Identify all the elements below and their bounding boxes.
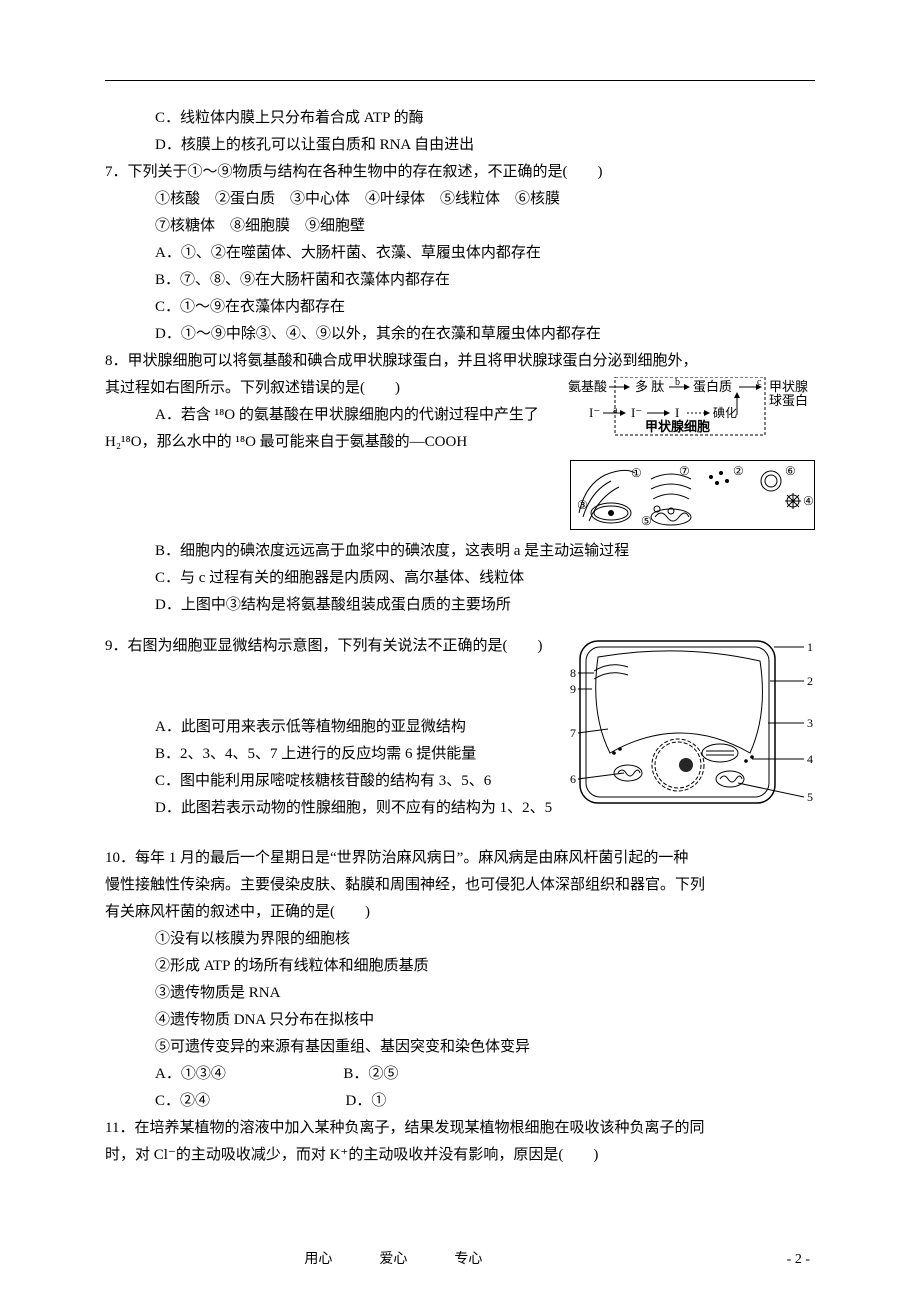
cell-lbl-5: 5 <box>807 790 813 804</box>
organelle-svg: ① ⑦ ② ⑥ ④ <box>571 461 814 529</box>
flow-node-iodize: 碘化 <box>713 406 737 420</box>
cell-lbl-6: 6 <box>570 772 576 786</box>
org-label-4: ④ <box>803 494 814 508</box>
q8-optB: B．细胞内的碘浓度远远高于血浆中的碘浓度，这表明 a 是主动运输过程 <box>155 538 815 565</box>
footer-a: 用心 <box>304 1252 332 1267</box>
flow-node-peptide: 多 肽 <box>635 379 664 394</box>
q10-optB: B．②⑤ <box>343 1066 398 1082</box>
org-label-3: ③ <box>577 498 588 512</box>
cell-lbl-2: 2 <box>807 674 813 688</box>
footer-c: 专心 <box>454 1252 482 1267</box>
page-footer: 用心 爱心 专心 - 2 - <box>0 1247 920 1272</box>
cell-lbl-1: 1 <box>807 640 813 654</box>
q7-list2: ⑦核糖体 ⑧细胞膜 ⑨细胞壁 <box>155 213 815 240</box>
q7-optB: B．⑦、⑧、⑨在大肠杆菌和衣藻体内都存在 <box>155 267 815 294</box>
q10-s1: ①没有以核膜为界限的细胞核 <box>155 926 815 953</box>
q11-stem1: 11．在培养某植物的溶液中加入某种负离子，结果发现某植物根细胞在吸收该种负离子的… <box>105 1115 815 1142</box>
q7-list1: ①核酸 ②蛋白质 ③中心体 ④叶绿体 ⑤线粒体 ⑥核膜 <box>155 186 815 213</box>
org-label-5: ⑤ <box>641 514 652 528</box>
q10-optD: D．① <box>346 1093 387 1109</box>
q11-stem2: 时，对 Cl⁻的主动吸收减少，而对 K⁺的主动吸收并没有影响，原因是( ) <box>105 1142 815 1169</box>
cell-svg: 1 2 3 4 5 6 7 8 9 <box>570 633 815 813</box>
q7-optA: A．①、②在噬菌体、大肠杆菌、衣藻、草履虫体内都存在 <box>155 240 815 267</box>
q7-optD: D．①～⑨中除③、④、⑨以外，其余的在衣藻和草履虫体内都存在 <box>155 321 815 348</box>
q10-s3: ③遗传物质是 RNA <box>155 980 815 1007</box>
flow-node-thyro2: 球蛋白 <box>769 393 808 408</box>
flow-node-thyro1: 甲状腺 <box>769 379 808 394</box>
cell-lbl-4: 4 <box>807 752 813 766</box>
q10-opts-row1: A．①③④ B．②⑤ <box>155 1061 815 1088</box>
q8-optC: C．与 c 过程有关的细胞器是内质网、高尔基体、线粒体 <box>155 565 815 592</box>
q10-stem3: 有关麻风杆菌的叙述中，正确的是( ) <box>105 899 815 926</box>
cell-lbl-3: 3 <box>807 716 813 730</box>
q8-optD: D．上图中③结构是将氨基酸组装成蛋白质的主要场所 <box>155 592 815 619</box>
q10-s4: ④遗传物质 DNA 只分布在拟核中 <box>155 1007 815 1034</box>
flow-node-protein: 蛋白质 <box>693 379 732 394</box>
flow-node-aminoacid: 氨基酸 <box>568 379 607 394</box>
flow-svg: 氨基酸 多 肽 b 蛋白质 c 甲状腺 球蛋白 I⁻ a I⁻ I 碘化 甲状腺… <box>565 377 815 439</box>
q10-opts-row2: C．②④ D．① <box>155 1088 815 1115</box>
flow-node-i3: I <box>675 405 679 420</box>
q8-organelle-diagram: ① ⑦ ② ⑥ ④ <box>570 460 815 530</box>
cell-lbl-8: 8 <box>570 666 576 680</box>
prior-option-d: D．核膜上的核孔可以让蛋白质和 RNA 自由进出 <box>155 132 815 159</box>
q7-optC: C．①～⑨在衣藻体内都存在 <box>155 294 815 321</box>
q8-flow-diagram: 氨基酸 多 肽 b 蛋白质 c 甲状腺 球蛋白 I⁻ a I⁻ I 碘化 甲状腺… <box>565 377 815 449</box>
footer-page: - 2 - <box>787 1247 810 1272</box>
q10-optA: A．①③④ <box>155 1066 226 1082</box>
flow-node-i1: I⁻ <box>589 405 600 420</box>
flow-edge-a: a <box>613 405 618 416</box>
q8-stem-line1: 8．甲状腺细胞可以将氨基酸和碘合成甲状腺球蛋白，并且将甲状腺球蛋白分泌到细胞外， <box>105 348 815 375</box>
org-label-6: ⑥ <box>785 464 796 478</box>
cell-lbl-9: 9 <box>570 682 576 696</box>
org-label-2: ② <box>733 464 744 478</box>
cell-lbl-7: 7 <box>570 726 576 740</box>
q10-stem2: 慢性接触性传染病。主要侵染皮肤、黏膜和周围神经，也可侵犯人体深部组织和器官。下列 <box>105 872 815 899</box>
footer-b: 爱心 <box>379 1252 407 1267</box>
q9-cell-diagram: 1 2 3 4 5 6 7 8 9 <box>570 633 815 823</box>
flow-edge-b: b <box>675 377 680 388</box>
top-rule <box>105 80 815 81</box>
q10-s5: ⑤可遗传变异的来源有基因重组、基因突变和染色体变异 <box>155 1034 815 1061</box>
prior-option-c: C．线粒体内膜上只分布着合成 ATP 的酶 <box>155 105 815 132</box>
q10-optC: C．②④ <box>155 1093 210 1109</box>
page: C．线粒体内膜上只分布着合成 ATP 的酶 D．核膜上的核孔可以让蛋白质和 RN… <box>0 0 920 1302</box>
org-label-1: ① <box>631 466 642 480</box>
q10-stem1: 10．每年 1 月的最后一个星期日是“世界防治麻风病日”。麻风病是由麻风杆菌引起… <box>105 845 815 872</box>
flow-node-i2: I⁻ <box>631 405 642 420</box>
org-label-7: ⑦ <box>679 464 690 478</box>
q7-stem: 7．下列关于①～⑨物质与结构在各种生物中的存在叙述，不正确的是( ) <box>105 159 815 186</box>
flow-cell-label: 甲状腺细胞 <box>645 419 710 434</box>
flow-edge-c: c <box>757 377 762 388</box>
q10-s2: ②形成 ATP 的场所有线粒体和细胞质基质 <box>155 953 815 980</box>
